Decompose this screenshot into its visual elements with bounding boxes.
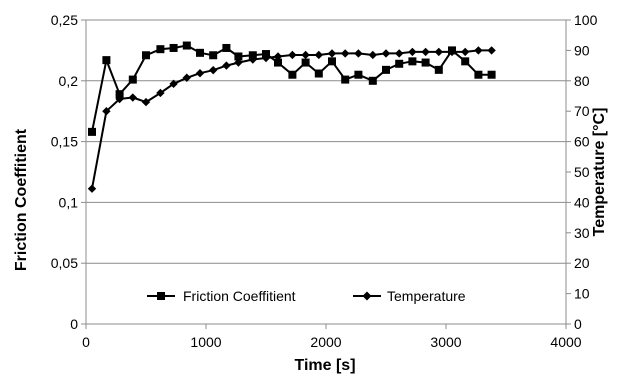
y-right-tick-label: 0 [574,316,582,332]
data-point-friction [434,65,443,74]
data-point-temperature [182,73,191,82]
data-point-friction [461,57,470,66]
y-axis-right-title: Temperature [°C] [591,108,608,237]
data-point-temperature [209,65,218,75]
data-point-temperature [434,47,443,57]
y-left-tick-label: 0,2 [59,73,79,89]
data-point-temperature [102,107,111,116]
data-point-friction [102,56,111,65]
data-point-temperature [195,69,205,78]
y-right-tick-label: 100 [574,12,598,28]
data-point-friction [182,41,191,50]
data-point-temperature [368,50,377,60]
data-point-friction [234,52,243,61]
data-point-friction [169,43,178,52]
x-tick-label: 2000 [310,334,341,350]
data-point-temperature [234,58,243,67]
data-point-friction [196,48,204,57]
data-point-temperature [156,88,165,98]
legend-label-temperature: Temperature [387,288,466,304]
x-tick-label: 3000 [430,334,461,350]
data-point-friction [115,90,124,99]
series-markers [87,41,496,193]
data-point-temperature [314,50,323,60]
data-point-friction [368,76,377,85]
y-left-tick-label: 0 [70,316,78,332]
data-point-temperature [141,97,151,107]
legend-marker-temperature [362,291,372,301]
x-tick-label: 4000 [550,334,581,350]
data-point-friction [88,127,96,136]
y-right-tick-label: 60 [574,134,590,150]
axes [81,19,571,329]
gridlines [86,19,566,264]
x-tick-label: 0 [82,334,90,350]
data-point-temperature [261,53,271,63]
data-point-friction [222,43,231,52]
data-point-friction [408,57,417,66]
data-point-friction [128,75,137,84]
data-point-temperature [87,184,97,193]
y-right-tick-label: 80 [574,73,590,89]
data-point-friction [274,58,282,67]
legend-marker-friction [157,292,165,300]
data-point-temperature [222,61,231,70]
data-point-friction [248,51,257,60]
data-point-temperature [327,49,337,58]
y-left-tick-label: 0,05 [51,255,78,271]
y-left-tick-label: 0,1 [59,194,79,210]
data-point-friction [382,65,390,74]
series-lines [91,44,492,189]
data-point-temperature [115,94,124,104]
data-point-temperature [381,49,391,58]
data-point-friction [156,45,165,54]
data-point-temperature [354,49,363,58]
data-point-friction [142,51,150,60]
y-right-tick-label: 90 [574,42,590,58]
data-point-temperature [487,46,496,55]
legend-label-friction: Friction Coeffitient [183,288,296,304]
data-point-temperature [128,93,137,102]
data-point-friction [209,51,218,60]
data-point-friction [301,58,310,67]
data-point-friction [288,70,297,79]
x-tick-label: 1000 [190,334,221,350]
data-point-temperature [421,47,430,57]
data-point-temperature [301,50,310,60]
data-point-temperature [461,47,470,57]
y-right-tick-label: 10 [574,286,590,302]
tick-labels: 0 0,05 0,1 0,15 0,2 0,25 0 10 20 30 40 50 60 70 80 90 10… [51,12,598,350]
data-point-friction [395,59,404,68]
y-right-tick-label: 20 [574,255,590,271]
data-point-temperature [248,55,257,64]
y-right-tick-label: 70 [574,103,590,119]
data-point-friction [474,70,483,79]
data-point-friction [487,70,496,79]
y-right-tick-label: 50 [574,164,590,180]
legend: Friction Coeffitient Temperature [147,288,466,304]
data-point-friction [314,69,323,78]
y-axis-left-title: Friction Coeffitient [13,128,30,271]
y-left-tick-label: 0,25 [51,12,78,28]
data-point-temperature [408,47,417,57]
y-right-tick-label: 40 [574,194,590,210]
data-point-temperature [341,49,350,58]
x-axis-title: Time [s] [294,357,355,374]
data-point-friction [354,70,363,79]
y-left-tick-label: 0,15 [51,134,78,150]
y-right-tick-label: 30 [574,225,590,241]
data-point-temperature [395,49,404,58]
data-point-friction [341,75,350,84]
data-point-temperature [169,79,178,89]
data-point-friction [421,58,430,67]
data-point-temperature [447,47,457,57]
data-point-temperature [474,46,483,55]
data-point-friction [328,57,336,66]
data-point-temperature [288,50,297,60]
data-point-temperature [273,52,283,61]
